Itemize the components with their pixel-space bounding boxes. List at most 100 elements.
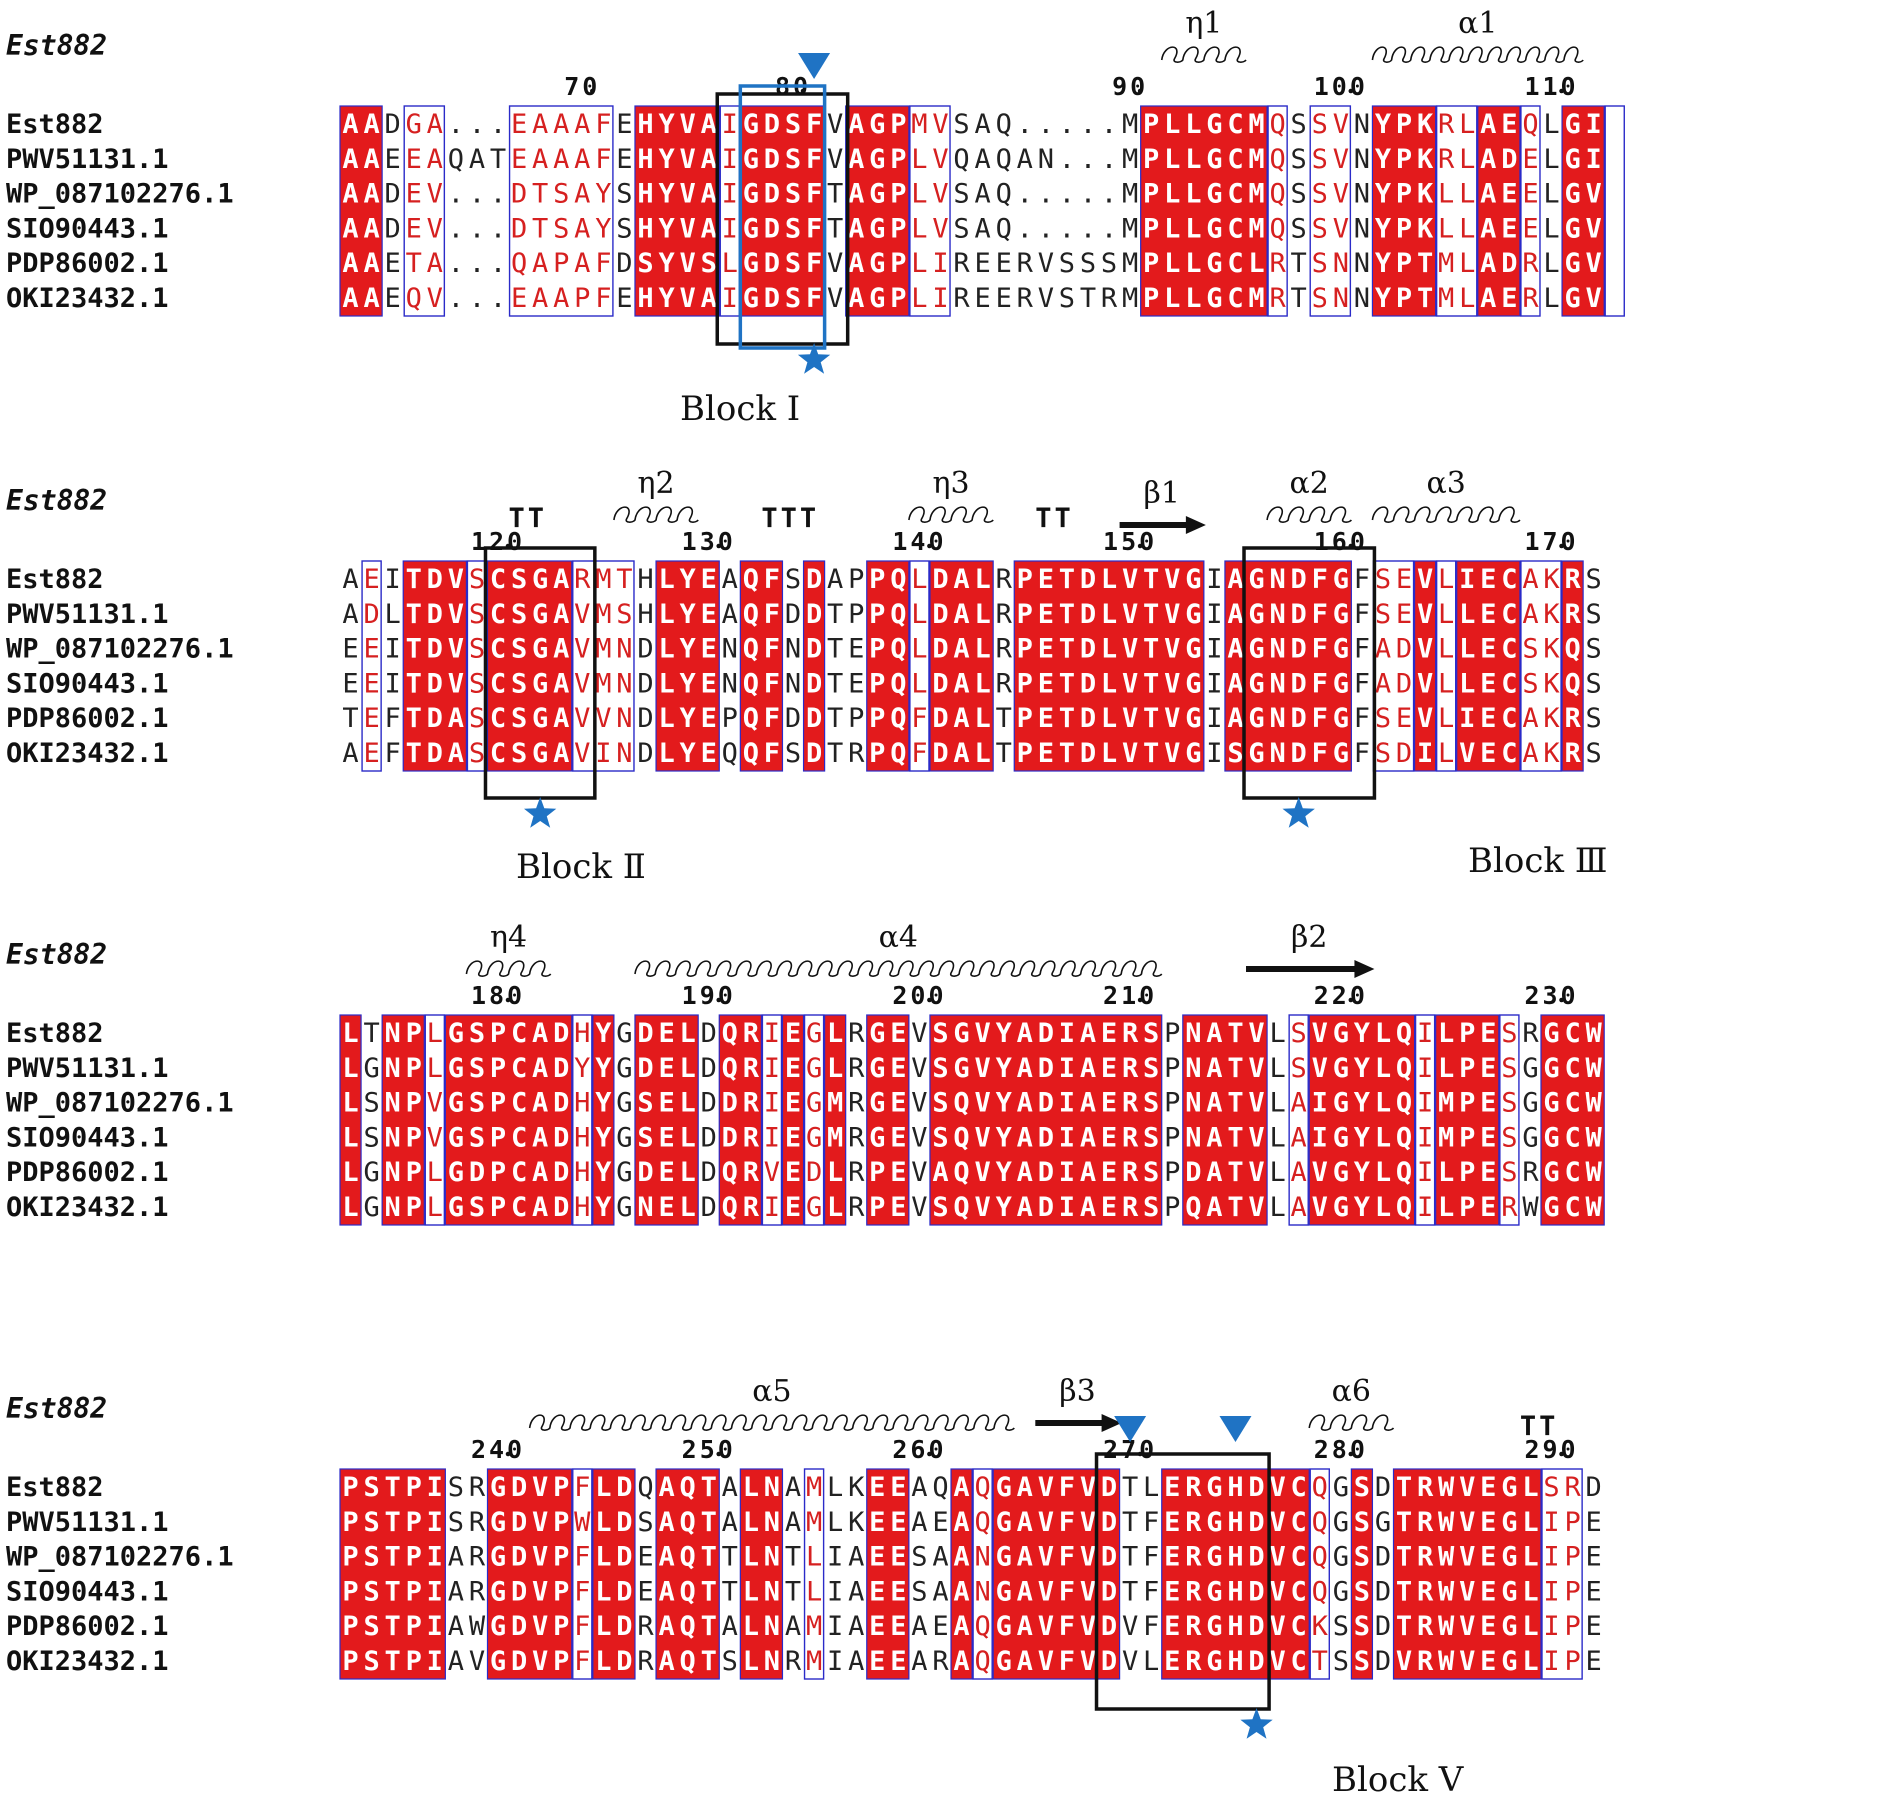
residue: S xyxy=(1586,634,1602,665)
residue: D xyxy=(1101,1507,1117,1538)
residue: S xyxy=(363,1576,379,1607)
residue: P xyxy=(406,1122,422,1153)
residue: S xyxy=(1312,213,1328,244)
residue: D xyxy=(1038,1018,1054,1049)
residue: S xyxy=(1522,634,1538,665)
residue: I xyxy=(1417,1192,1433,1223)
residue: N xyxy=(722,668,738,699)
residue: H xyxy=(1227,1646,1243,1677)
structure-label: Est882 xyxy=(6,484,107,517)
residue: E xyxy=(701,668,717,699)
residue: G xyxy=(1206,1611,1222,1642)
residue: A xyxy=(1227,668,1243,699)
residue: L xyxy=(1101,564,1117,595)
residue: R xyxy=(1185,1646,1202,1677)
residue: D xyxy=(1396,634,1412,665)
secondary-structure-label: α1 xyxy=(1458,6,1497,41)
residue: Q xyxy=(996,144,1012,175)
residue: Q xyxy=(743,738,759,769)
residue: C xyxy=(1291,1576,1307,1607)
residue: R xyxy=(637,1646,654,1677)
residue: S xyxy=(932,1192,948,1223)
residue: Q xyxy=(1396,1018,1412,1049)
residue: G xyxy=(1333,1157,1349,1188)
residue: G xyxy=(806,1018,822,1049)
residue: R xyxy=(785,1646,802,1677)
residue: E xyxy=(385,283,401,314)
residue: L xyxy=(680,1122,696,1153)
residue: V xyxy=(1333,179,1349,210)
residue: L xyxy=(743,1507,759,1538)
residue: V xyxy=(1312,1157,1328,1188)
residue: F xyxy=(764,668,780,699)
residue: D xyxy=(806,599,822,630)
residue: E xyxy=(1164,1472,1180,1503)
residue: R xyxy=(1564,738,1581,769)
residue: L xyxy=(595,1611,611,1642)
residue: A xyxy=(574,248,590,279)
residue: P xyxy=(553,1611,569,1642)
residue: A xyxy=(1017,1507,1033,1538)
similar-column-box xyxy=(1520,560,1562,772)
residue: . xyxy=(1080,144,1096,175)
identical-column-box xyxy=(339,1014,362,1226)
residue: E xyxy=(363,738,379,769)
residue: T xyxy=(827,179,843,210)
residue: R xyxy=(1017,248,1034,279)
residue: E xyxy=(1586,1542,1602,1573)
residue: Q xyxy=(722,738,738,769)
residue: Q xyxy=(1312,1507,1328,1538)
residue: Q xyxy=(890,634,906,665)
residue: A xyxy=(532,1122,548,1153)
residue: V xyxy=(1586,179,1602,210)
residue: V xyxy=(1269,1611,1285,1642)
residue: D xyxy=(1291,599,1307,630)
secondary-structure-label: η4 xyxy=(490,920,527,955)
residue: D xyxy=(616,1507,632,1538)
residue: E xyxy=(1480,1472,1496,1503)
strand-arrowhead xyxy=(1101,1414,1122,1432)
residue: E xyxy=(1164,1507,1180,1538)
residue: V xyxy=(1038,1542,1054,1573)
helix-coil xyxy=(908,506,994,523)
nucleophile-box xyxy=(738,84,827,350)
residue: F xyxy=(574,1611,590,1642)
residue: P xyxy=(490,1157,506,1188)
residue: C xyxy=(1227,109,1243,140)
residue: I xyxy=(764,1192,780,1223)
residue: L xyxy=(975,634,991,665)
residue: A xyxy=(342,213,358,244)
residue: R xyxy=(469,1576,486,1607)
similar-column-box xyxy=(1499,1014,1520,1226)
residue: V xyxy=(1248,1192,1264,1223)
residue: C xyxy=(1291,1611,1307,1642)
residue: T xyxy=(490,144,506,175)
residue: A xyxy=(553,634,569,665)
motif-block-box xyxy=(1242,546,1377,800)
residue: V xyxy=(532,1542,548,1573)
residue: I xyxy=(722,179,738,210)
residue: L xyxy=(1164,144,1180,175)
residue: R xyxy=(996,668,1013,699)
residue: I xyxy=(1059,1192,1075,1223)
residue: G xyxy=(1206,1542,1222,1573)
residue: V xyxy=(1269,1646,1285,1677)
residue: Q xyxy=(996,179,1012,210)
residue: E xyxy=(869,1542,885,1573)
residue: A xyxy=(953,668,969,699)
residue: Q xyxy=(1312,1576,1328,1607)
residue: A xyxy=(553,738,569,769)
residue: I xyxy=(1543,1646,1559,1677)
sequence-name: Est882 xyxy=(6,109,104,140)
residue: . xyxy=(1080,179,1096,210)
residue: T xyxy=(722,1542,738,1573)
residue: S xyxy=(953,213,969,244)
sequence-row: PDP86002.1 P S T P I A W G D V P F L D R A Q T A L N A M I A E E A E A… xyxy=(6,1611,1602,1642)
residue: V xyxy=(1122,703,1138,734)
residue: M xyxy=(1122,144,1138,175)
residue: G xyxy=(490,1611,506,1642)
similar-column-box xyxy=(1309,1468,1330,1680)
residue: T xyxy=(406,564,422,595)
residue: H xyxy=(637,213,653,244)
residue: D xyxy=(427,634,443,665)
